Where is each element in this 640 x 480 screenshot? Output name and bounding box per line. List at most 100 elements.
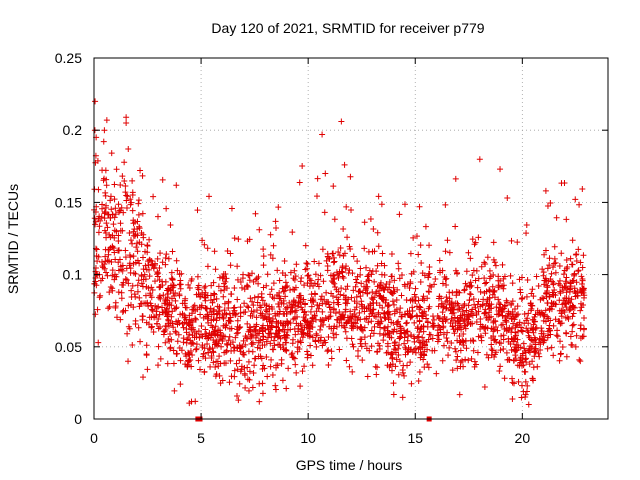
- data-point: [484, 254, 491, 261]
- data-point: [125, 323, 132, 330]
- data-point: [558, 250, 565, 257]
- data-point: [421, 341, 428, 348]
- data-point: [556, 307, 563, 314]
- data-point: [231, 367, 238, 374]
- data-point: [514, 362, 521, 369]
- data-point: [92, 221, 99, 228]
- data-point: [269, 255, 276, 262]
- data-point: [341, 161, 348, 168]
- data-point: [459, 357, 466, 364]
- data-point: [306, 275, 313, 282]
- data-point: [269, 306, 276, 313]
- data-point: [331, 306, 338, 313]
- data-point: [172, 328, 179, 335]
- data-point: [102, 246, 109, 253]
- data-point: [424, 318, 431, 325]
- data-point: [546, 262, 553, 269]
- data-point: [496, 300, 503, 307]
- data-point: [112, 205, 119, 212]
- data-point: [174, 267, 181, 274]
- data-point: [312, 271, 319, 278]
- data-point: [134, 282, 141, 289]
- data-point: [365, 319, 372, 326]
- data-point: [303, 321, 310, 328]
- data-point: [477, 288, 484, 295]
- data-point: [252, 355, 259, 362]
- data-point: [569, 237, 576, 244]
- data-point: [92, 311, 99, 318]
- data-point: [94, 306, 101, 313]
- data-point: [490, 271, 497, 278]
- data-point: [234, 276, 241, 283]
- data-point: [320, 339, 327, 346]
- data-point: [128, 287, 135, 294]
- data-point: [192, 316, 199, 323]
- data-point: [566, 307, 573, 314]
- data-point: [309, 315, 316, 322]
- data-point: [491, 337, 498, 344]
- data-point: [247, 295, 254, 302]
- data-point: [264, 271, 271, 278]
- data-point: [523, 293, 530, 300]
- data-point: [97, 277, 104, 284]
- data-point: [162, 339, 169, 346]
- data-point: [455, 317, 462, 324]
- data-point: [417, 242, 424, 249]
- data-point: [260, 262, 267, 269]
- data-point: [139, 254, 146, 261]
- data-point: [209, 345, 216, 352]
- data-point: [135, 197, 142, 204]
- data-point: [380, 337, 387, 344]
- data-point: [189, 318, 196, 325]
- data-point: [568, 296, 575, 303]
- data-point: [194, 306, 201, 313]
- data-point: [413, 303, 420, 310]
- data-point: [383, 349, 390, 356]
- data-point: [122, 307, 129, 314]
- data-point: [569, 313, 576, 320]
- data-point: [401, 334, 408, 341]
- data-point: [407, 250, 414, 257]
- data-point: [118, 289, 125, 296]
- data-point: [337, 313, 344, 320]
- data-point: [401, 340, 408, 347]
- data-point: [386, 278, 393, 285]
- data-point: [319, 342, 326, 349]
- data-point: [490, 239, 497, 246]
- data-point: [456, 305, 463, 312]
- data-point: [486, 275, 493, 282]
- data-point: [435, 332, 442, 339]
- data-point: [342, 306, 349, 313]
- data-point: [461, 287, 468, 294]
- data-point: [227, 318, 234, 325]
- data-point: [177, 285, 184, 292]
- data-point: [127, 201, 134, 208]
- data-point: [492, 351, 499, 358]
- data-point: [227, 250, 234, 257]
- y-tick-label: 0.15: [55, 194, 82, 210]
- data-point: [254, 307, 261, 314]
- data-point: [313, 330, 320, 337]
- data-point: [291, 309, 298, 316]
- data-point: [321, 296, 328, 303]
- data-point: [418, 260, 425, 267]
- data-point: [541, 251, 548, 258]
- data-point: [204, 245, 211, 252]
- data-point: [312, 291, 319, 298]
- data-point: [478, 263, 485, 270]
- data-point: [544, 265, 551, 272]
- data-point: [222, 322, 229, 329]
- data-point: [162, 254, 169, 261]
- data-point: [500, 282, 507, 289]
- data-point: [117, 263, 124, 270]
- data-point: [208, 354, 215, 361]
- data-point: [550, 352, 557, 359]
- data-point: [342, 286, 349, 293]
- data-point: [322, 170, 329, 177]
- data-point: [157, 295, 164, 302]
- data-point: [219, 275, 226, 282]
- data-point: [374, 348, 381, 355]
- data-point: [330, 334, 337, 341]
- data-point: [297, 383, 304, 390]
- data-point: [98, 214, 105, 221]
